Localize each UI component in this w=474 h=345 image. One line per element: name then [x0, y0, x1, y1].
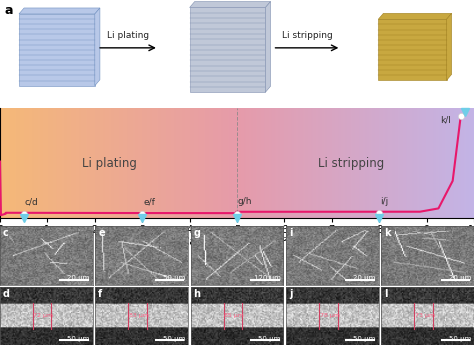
- Text: 50 μm: 50 μm: [258, 335, 281, 342]
- Polygon shape: [378, 19, 447, 80]
- Text: 78 μm: 78 μm: [319, 313, 339, 318]
- Text: g/h: g/h: [238, 197, 253, 206]
- Text: h: h: [193, 288, 201, 298]
- Text: 50 μm: 50 μm: [163, 275, 185, 281]
- Text: 20 μm: 20 μm: [449, 275, 471, 281]
- Text: 20 μm: 20 μm: [67, 275, 90, 281]
- Text: 50 μm: 50 μm: [449, 335, 471, 342]
- Text: 50 μm: 50 μm: [354, 335, 376, 342]
- Polygon shape: [265, 1, 271, 92]
- Text: Li plating: Li plating: [107, 31, 149, 40]
- Text: d: d: [3, 288, 10, 298]
- Text: Li stripping: Li stripping: [318, 157, 384, 170]
- Text: f: f: [98, 288, 102, 298]
- Text: i: i: [289, 228, 292, 238]
- Polygon shape: [95, 8, 100, 86]
- Text: 20 μm: 20 μm: [354, 275, 376, 281]
- Text: i/j: i/j: [380, 197, 388, 206]
- Text: e: e: [98, 228, 105, 238]
- Text: l: l: [384, 288, 388, 298]
- X-axis label: Capacity (mAh cm⁻²): Capacity (mAh cm⁻²): [182, 237, 292, 247]
- Polygon shape: [19, 14, 95, 86]
- Polygon shape: [190, 8, 265, 92]
- Text: 73 μm: 73 μm: [415, 313, 435, 318]
- Text: 72 μm: 72 μm: [34, 313, 54, 318]
- Text: k/l: k/l: [440, 116, 451, 125]
- Text: g: g: [193, 228, 201, 238]
- Text: j: j: [289, 288, 292, 298]
- Text: 120 μm: 120 μm: [254, 275, 281, 281]
- Text: e/f: e/f: [143, 197, 155, 206]
- Text: 50 μm: 50 μm: [163, 335, 185, 342]
- Polygon shape: [378, 13, 452, 19]
- Text: a: a: [5, 4, 13, 17]
- Text: 85 μm: 85 μm: [224, 313, 244, 318]
- Polygon shape: [190, 1, 271, 8]
- Text: k: k: [384, 228, 391, 238]
- Text: c: c: [3, 228, 9, 238]
- Text: Li plating: Li plating: [82, 157, 137, 170]
- Text: c/d: c/d: [25, 197, 38, 206]
- Polygon shape: [19, 8, 100, 14]
- Polygon shape: [447, 13, 452, 80]
- Text: 50 μm: 50 μm: [67, 335, 90, 342]
- Text: Li stripping: Li stripping: [282, 31, 333, 40]
- Text: 83 μm: 83 μm: [129, 313, 149, 318]
